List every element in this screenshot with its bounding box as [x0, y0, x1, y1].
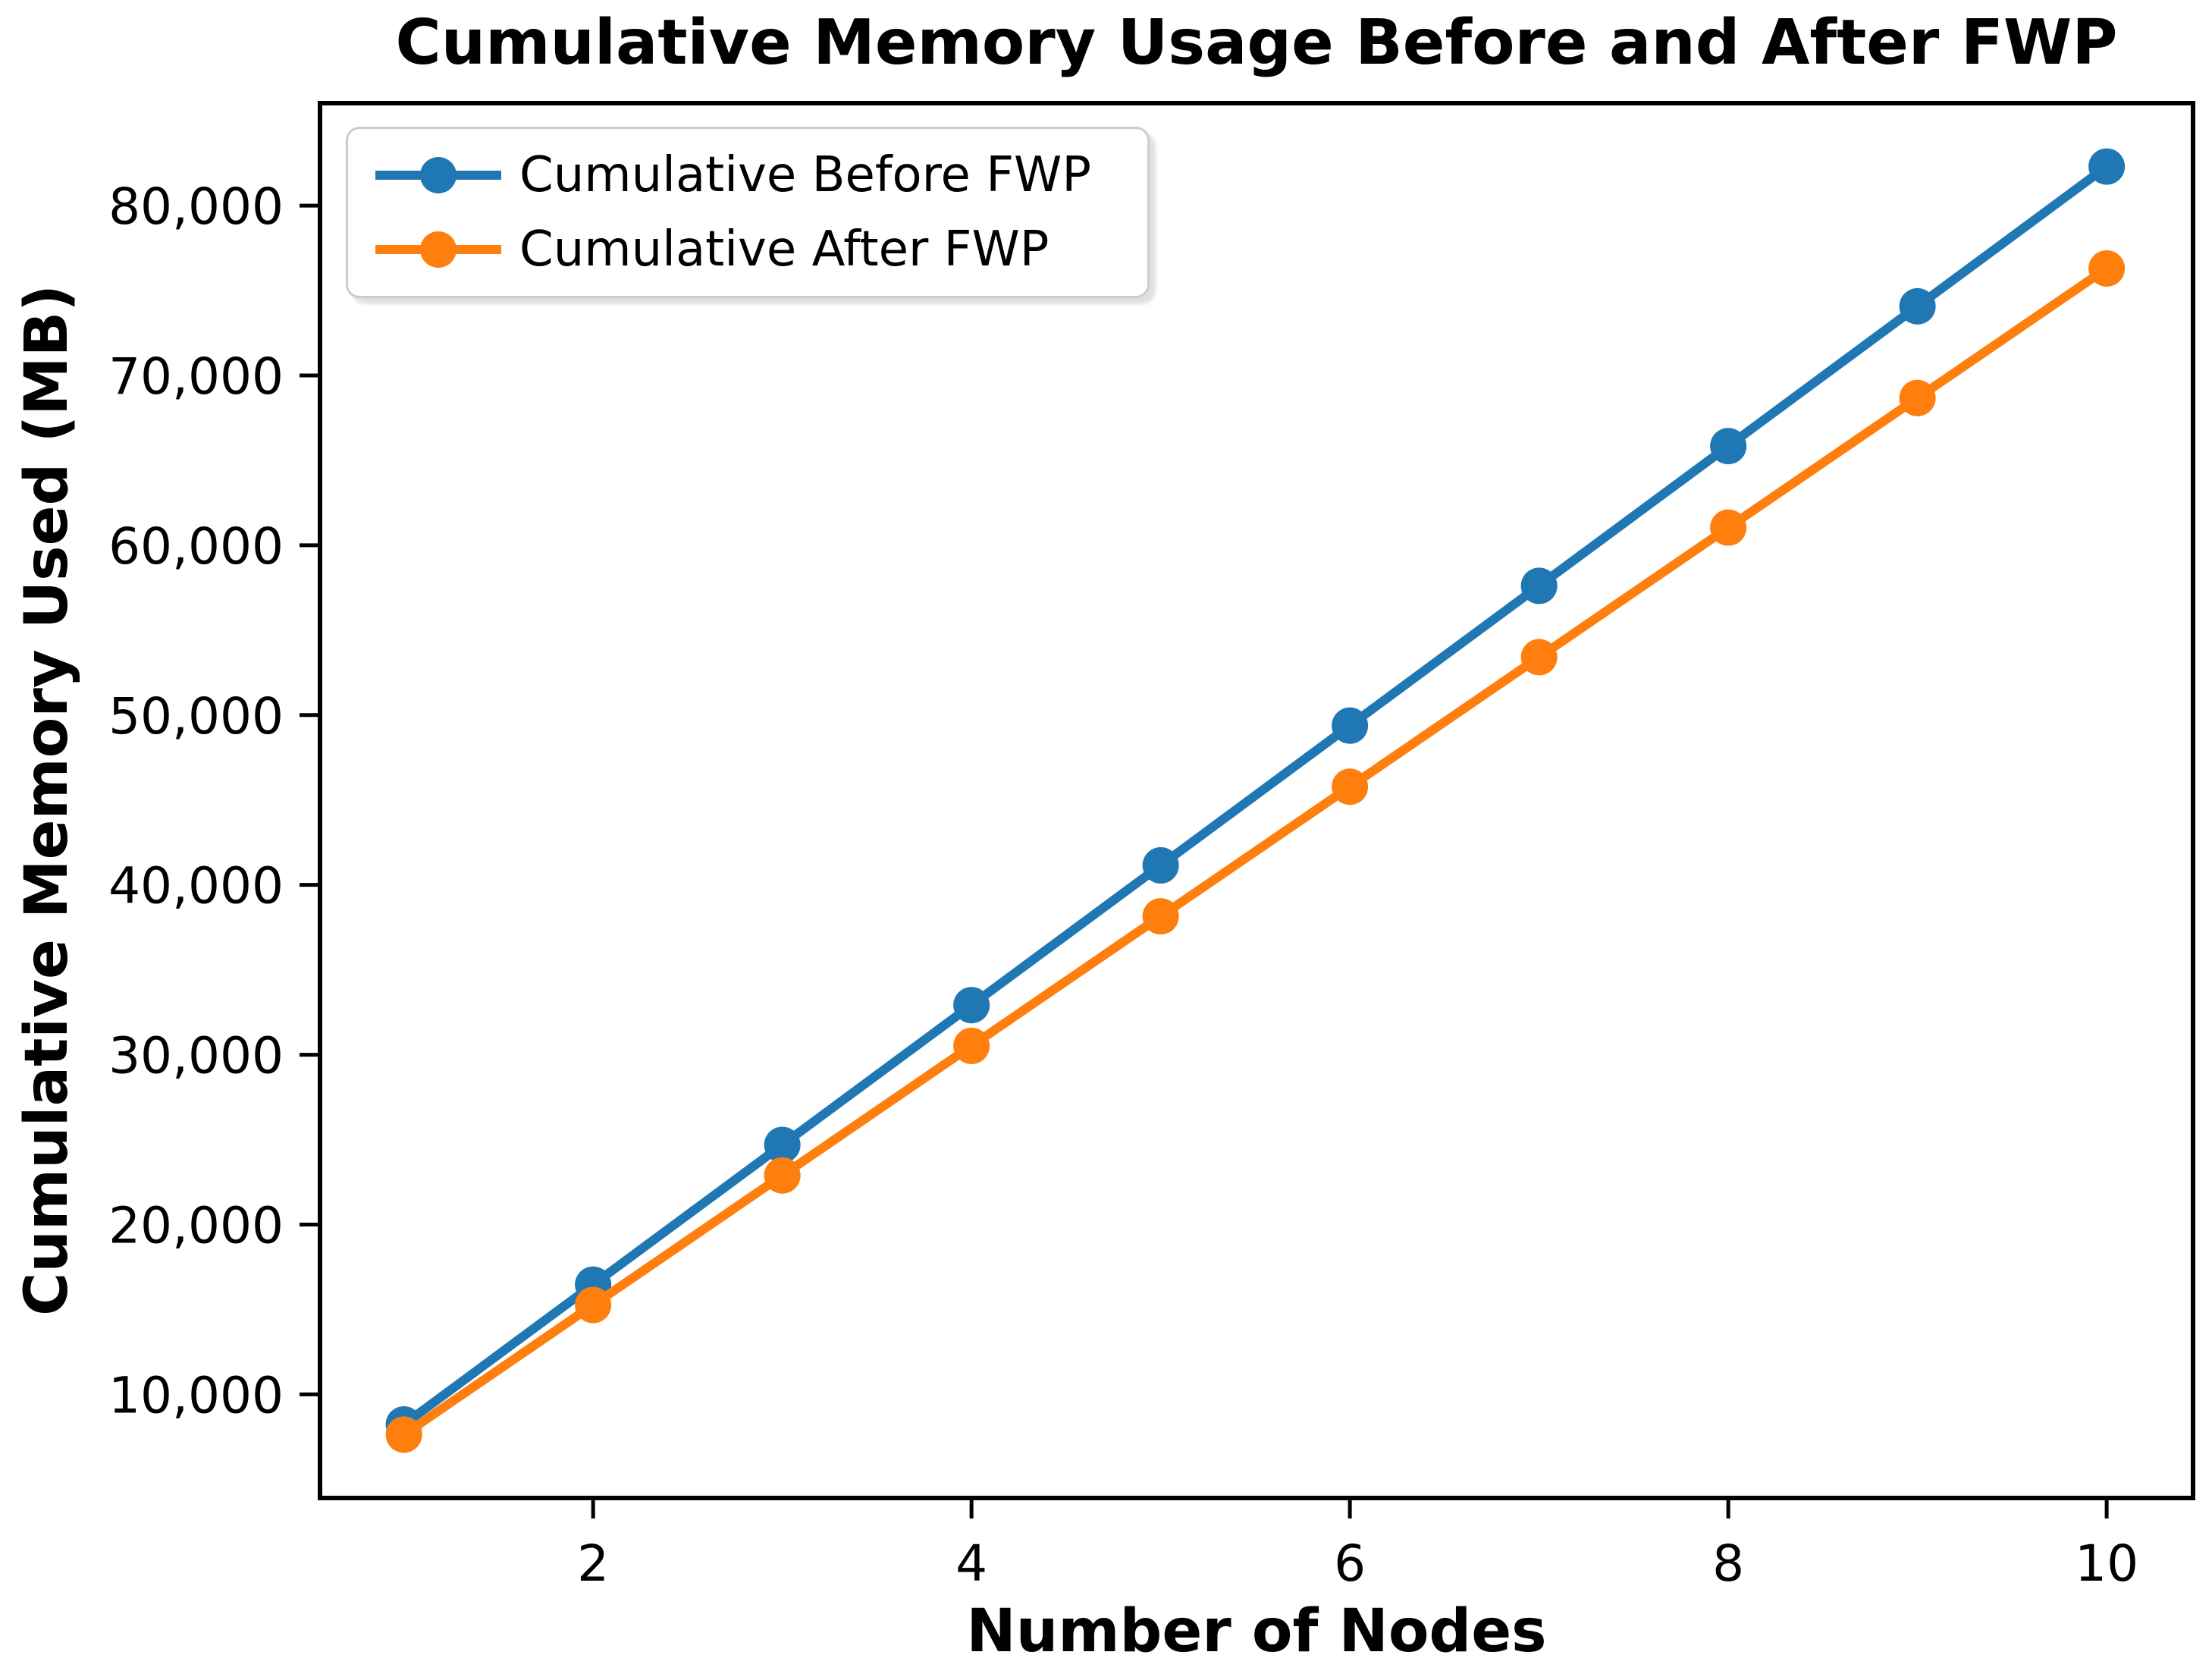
x-tick-label: 6: [1334, 1534, 1366, 1593]
data-point-series-0: [1899, 287, 1936, 325]
data-point-series-1: [1710, 509, 1747, 546]
y-tick-label: 40,000: [108, 857, 284, 915]
y-tick-label: 50,000: [108, 687, 284, 746]
legend-label-after-fwp: Cumulative After FWP: [519, 221, 1050, 278]
y-tick-label: 30,000: [108, 1027, 284, 1085]
data-point-series-1: [764, 1157, 801, 1194]
data-point-series-0: [2088, 148, 2126, 185]
legend-line-marker-icon: [375, 157, 501, 193]
data-point-series-1: [1332, 768, 1369, 806]
y-tick-label: 10,000: [108, 1366, 284, 1424]
legend: Cumulative Before FWP Cumulative After F…: [346, 127, 1150, 298]
data-point-series-0: [1520, 567, 1558, 605]
axes-frame: [318, 101, 2195, 1500]
y-tick-label: 20,000: [108, 1196, 284, 1255]
data-point-series-1: [953, 1027, 990, 1064]
x-tick-label: 2: [577, 1534, 609, 1593]
x-tick-label: 4: [955, 1534, 987, 1593]
data-point-series-0: [1142, 846, 1179, 884]
data-point-series-1: [1520, 639, 1558, 676]
series-line-1: [401, 264, 2110, 1439]
data-point-series-1: [1899, 379, 1936, 416]
data-point-series-1: [385, 1416, 422, 1453]
legend-item-before-fwp: Cumulative Before FWP: [374, 138, 1125, 212]
x-tick-label: 8: [1712, 1534, 1744, 1593]
series-line-0: [401, 162, 2110, 1428]
data-point-series-0: [1710, 428, 1747, 465]
data-point-series-1: [2088, 250, 2126, 287]
data-point-series-1: [575, 1286, 612, 1324]
y-tick-label: 70,000: [108, 347, 284, 406]
y-tick-label: 80,000: [108, 177, 284, 236]
x-tick-label: 10: [2075, 1534, 2138, 1593]
chart-title: Cumulative Memory Usage Before and After…: [395, 7, 2118, 79]
data-point-series-0: [1332, 707, 1369, 744]
y-tick-label: 60,000: [108, 517, 284, 576]
data-point-series-1: [1142, 898, 1179, 935]
legend-item-after-fwp: Cumulative After FWP: [374, 212, 1125, 287]
data-point-series-0: [764, 1126, 801, 1164]
x-axis-label: Number of Nodes: [966, 1597, 1547, 1666]
data-point-series-0: [953, 987, 990, 1024]
legend-line-marker-icon: [375, 231, 501, 268]
legend-label-before-fwp: Cumulative Before FWP: [519, 147, 1091, 203]
